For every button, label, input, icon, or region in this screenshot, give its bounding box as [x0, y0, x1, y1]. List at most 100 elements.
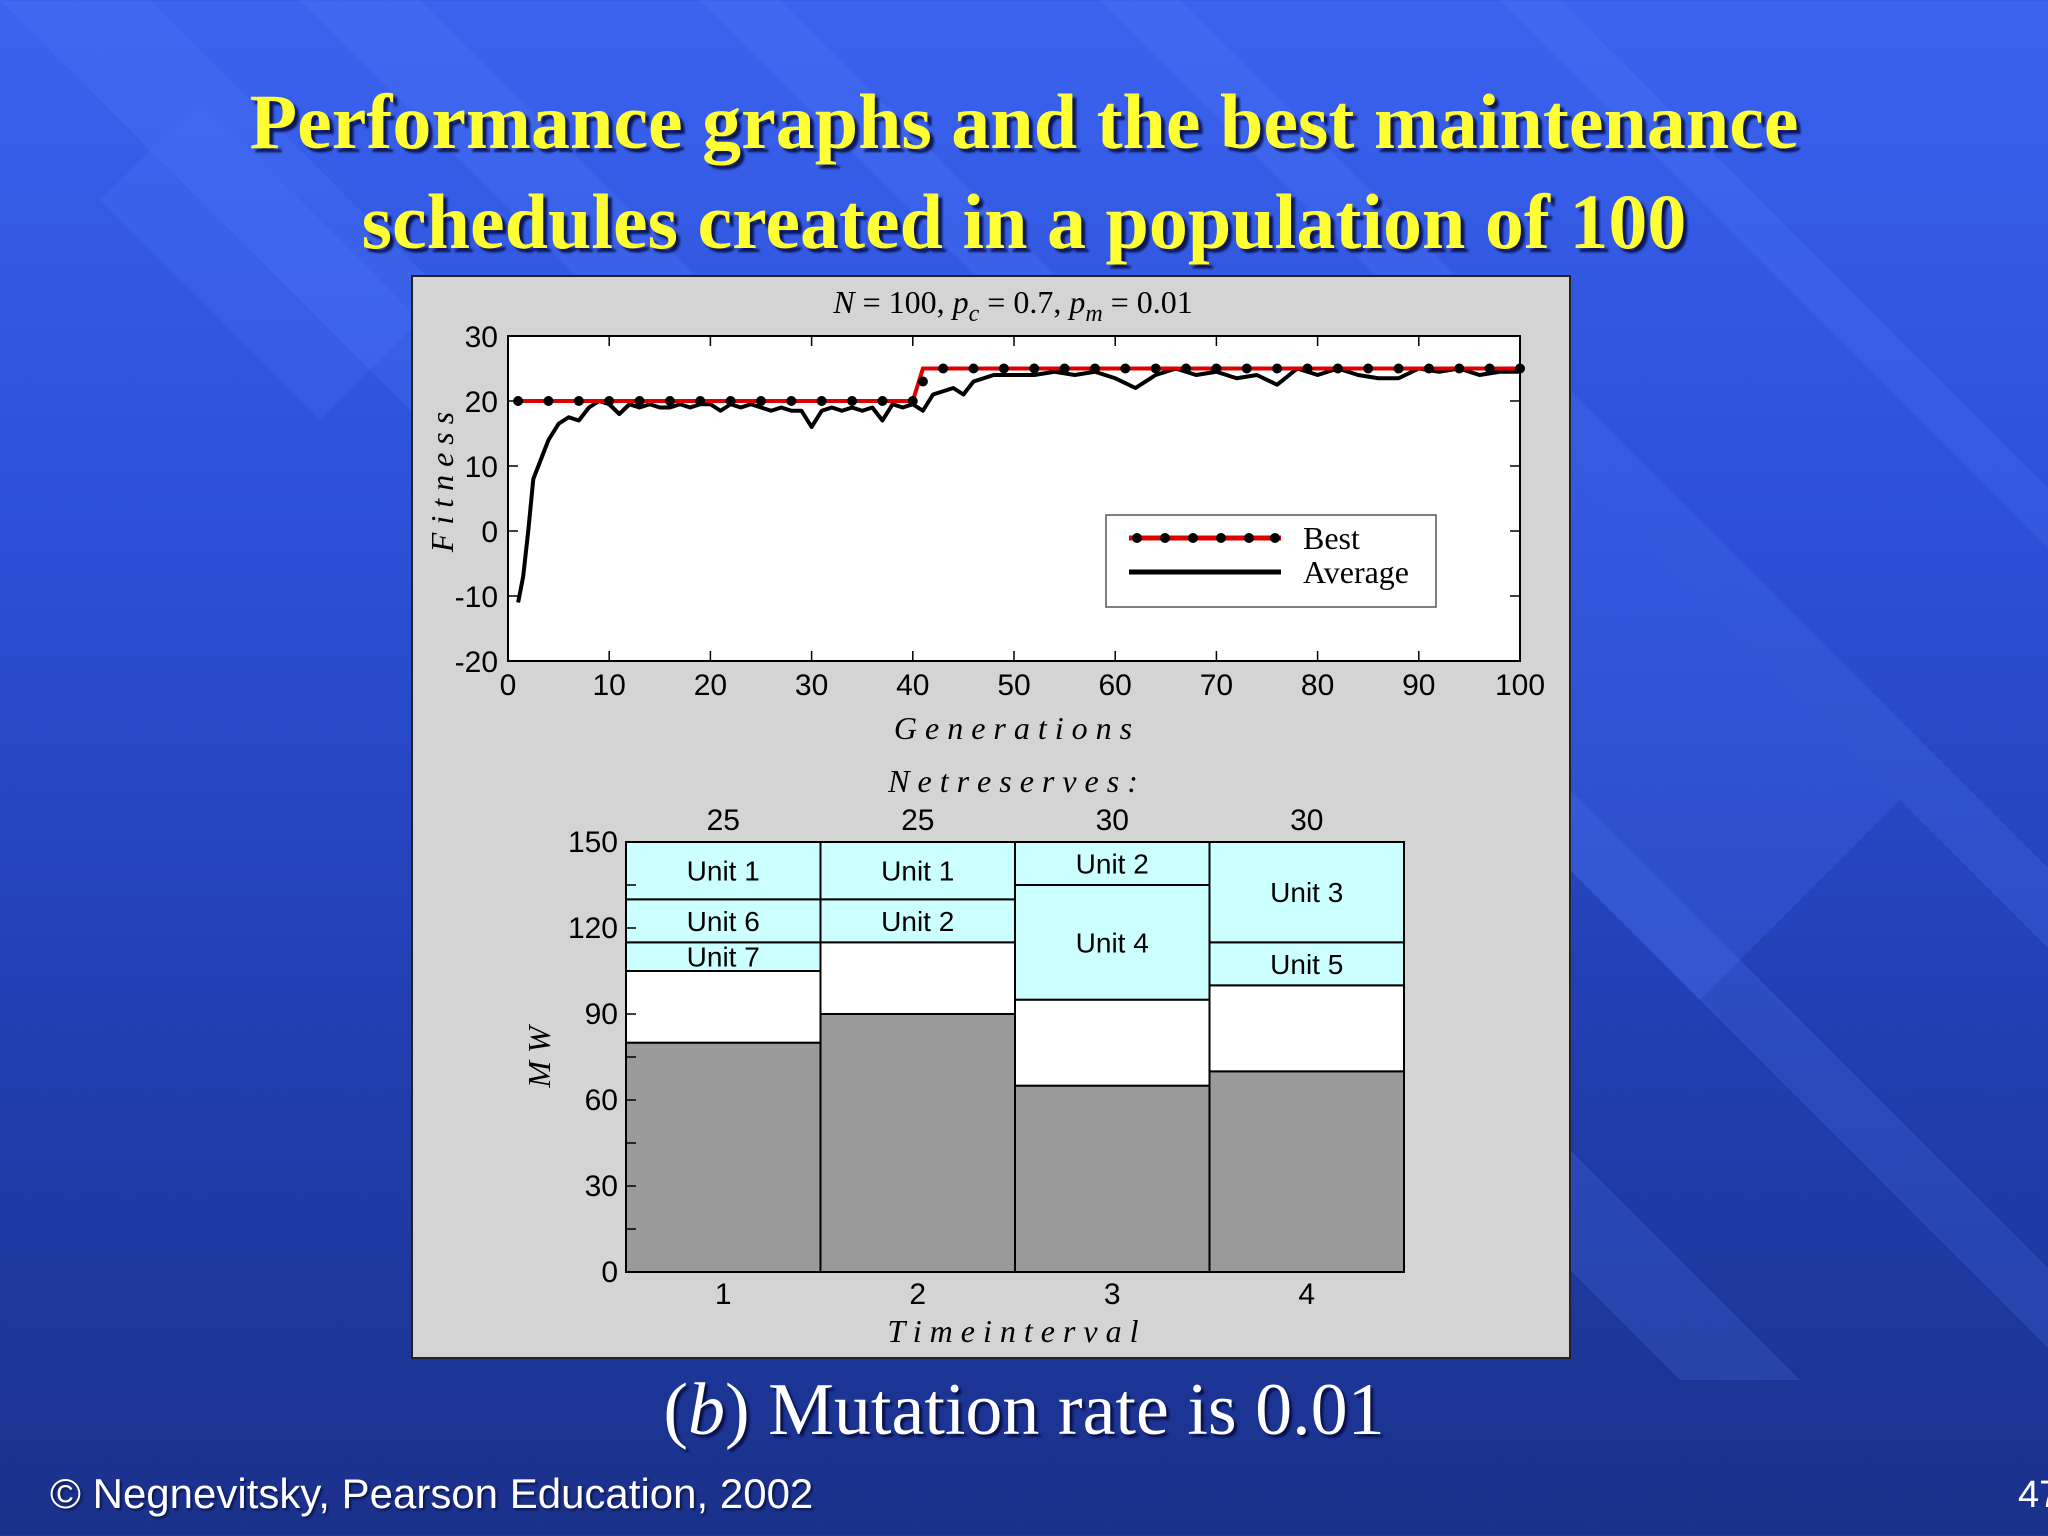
schedule-y-tick-labels: 150 120 90 60 30 0 [568, 826, 618, 1289]
maintenance-bar [1208, 841, 1405, 944]
series-best-marker [1211, 363, 1222, 374]
title-n: N [832, 284, 856, 320]
x-tick-label: 80 [1301, 669, 1334, 702]
maintenance-unit-label: Unit 5 [1270, 949, 1343, 980]
reserve-bar [1208, 984, 1405, 1073]
series-best-marker [1302, 363, 1313, 374]
net-reserve-value: 30 [1096, 804, 1129, 837]
series-best-marker [1484, 363, 1495, 374]
series-best-marker [1332, 363, 1343, 374]
series-best-marker [917, 376, 928, 387]
series-best-marker [664, 396, 675, 406]
fitness-y-tick-labels: 30 20 10 0 -10 -20 [455, 321, 498, 679]
fitness-y-axis-label: F i t n e s s [424, 412, 460, 553]
series-best-marker [786, 396, 797, 406]
series-best-marker [543, 396, 554, 406]
x-tick-label: 60 [1099, 669, 1132, 702]
series-best-marker [1089, 363, 1100, 374]
title-pc: p [951, 284, 969, 320]
maintenance-bar [625, 898, 822, 944]
legend-best-markers [1132, 533, 1280, 543]
maintenance-unit-label: Unit 2 [1076, 849, 1149, 880]
series-best-marker [1241, 363, 1252, 374]
y-tick-label: 60 [585, 1084, 618, 1117]
x-tick-label: 50 [997, 669, 1030, 702]
series-best-marker [1515, 363, 1525, 374]
maintenance-unit-label: Unit 1 [881, 856, 954, 887]
copyright-footer: © Negnevitsky, Pearson Education, 2002 [50, 1470, 814, 1517]
legend-best-marker [1270, 533, 1280, 543]
series-best-marker [1120, 363, 1131, 374]
title-line-2: schedules created in a population of 100 [361, 178, 1687, 265]
series-best-marker [604, 396, 615, 406]
legend-best-marker [1132, 533, 1142, 543]
y-tick-label: -10 [455, 581, 498, 614]
maintenance-bar [625, 841, 822, 901]
schedule-chart-title: N e t r e s e r v e s : [887, 763, 1138, 799]
title-n-value: = 100, [855, 284, 953, 320]
title-pc-sub: c [969, 301, 980, 327]
series-best-marker [1029, 363, 1040, 374]
series-best-marker [968, 363, 979, 374]
figure-caption: (b) Mutation rate is 0.01 [0, 1368, 2048, 1453]
maintenance-unit-label: Unit 2 [881, 906, 954, 937]
x-tick-label: 40 [896, 669, 929, 702]
series-best-marker [513, 396, 524, 406]
title-pm-value: = 0.01 [1103, 284, 1193, 320]
schedule-axis-ticks [626, 841, 636, 1273]
series-best-marker [1423, 363, 1434, 374]
figure-panel: N = 100, pc = 0.7, pm = 0.01 0 10 20 30 40 50… [411, 275, 1571, 1359]
y-tick-label: 90 [585, 998, 618, 1031]
series-best-marker [695, 396, 706, 406]
maintenance-unit-label: Unit 3 [1270, 877, 1343, 908]
legend-best-marker [1188, 533, 1198, 543]
net-reserve-value: 25 [901, 804, 934, 837]
series-best-marker [998, 363, 1009, 374]
caption-text: ) Mutation rate is 0.01 [724, 1369, 1385, 1451]
x-tick-label: 90 [1402, 669, 1435, 702]
x-tick-label: 20 [694, 669, 727, 702]
fitness-chart-title: N = 100, pc = 0.7, pm = 0.01 [832, 284, 1192, 327]
y-tick-label: 30 [465, 321, 498, 354]
maintenance-bar [1014, 884, 1211, 1001]
y-tick-label: 150 [568, 826, 618, 859]
series-average-line [516, 366, 1520, 603]
fitness-x-axis-label: G e n e r a t i o n s [894, 710, 1132, 746]
title-line-1: Performance graphs and the best maintena… [249, 78, 1799, 165]
series-best-marker [1393, 363, 1404, 374]
slide-title: Performance graphs and the best maintena… [0, 72, 2048, 272]
schedule-bars: Unit 7 Unit 6 Unit 1 Unit 2 Unit 1 Unit 4 Unit… [625, 841, 1405, 1274]
fitness-x-tick-labels: 0 10 20 30 40 50 60 70 80 90 100 [500, 669, 1545, 702]
series-best-line [518, 366, 1520, 403]
schedule-chart: N e t r e s e r v e s : 25 25 30 30 Unit 7 U… [521, 763, 1405, 1349]
net-reserve-value: 30 [1290, 804, 1323, 837]
fitness-chart: N = 100, pc = 0.7, pm = 0.01 0 10 20 30 40 50… [424, 284, 1545, 746]
y-tick-label: 20 [465, 386, 498, 419]
x-tick-label: 0 [500, 669, 517, 702]
page-number: 47 [2018, 1474, 2048, 1516]
fitness-axis-ticks [507, 335, 1521, 662]
load-bar [1014, 1084, 1211, 1274]
series-best-marker [634, 396, 645, 406]
y-tick-label: 30 [585, 1170, 618, 1203]
maintenance-unit-label: Unit 7 [687, 942, 760, 973]
net-reserve-value: 25 [707, 804, 740, 837]
net-reserve-labels: 25 25 30 30 [707, 804, 1324, 837]
series-best-marker [573, 396, 584, 406]
y-tick-label: 120 [568, 912, 618, 945]
y-tick-label: 10 [465, 451, 498, 484]
title-pm: p [1067, 284, 1085, 320]
title-pc-value: = 0.7, [979, 284, 1069, 320]
series-best-marker [1150, 363, 1161, 374]
legend-best-marker [1244, 533, 1254, 543]
y-tick-label: -20 [455, 646, 498, 679]
series-best-marker [907, 396, 918, 406]
maintenance-unit-label: Unit 4 [1076, 927, 1149, 958]
fitness-legend: Best Average [1105, 514, 1437, 608]
legend-best-marker [1216, 533, 1226, 543]
series-best-marker [756, 396, 766, 406]
fitness-plot-area [507, 335, 1521, 662]
reserve-bar [625, 970, 822, 1044]
caption-open-paren: ( [663, 1369, 688, 1451]
x-tick-label: 4 [1298, 1278, 1315, 1311]
